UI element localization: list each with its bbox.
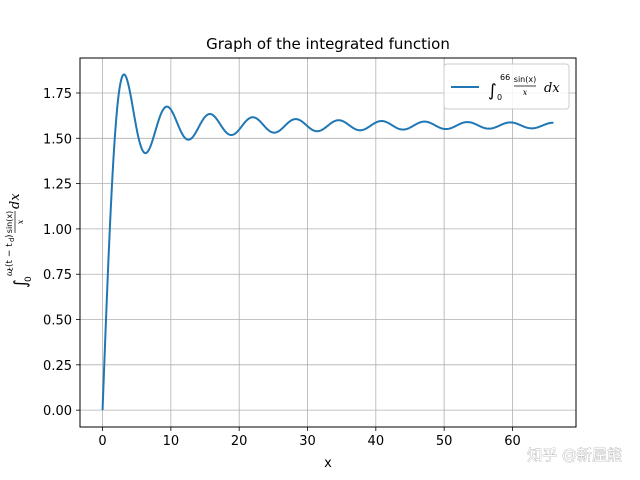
chart-title: Graph of the integrated function: [206, 35, 450, 53]
legend: ∫ 0 66 sin(x) x dx: [443, 63, 570, 110]
y-label-integral: ∫: [11, 279, 31, 288]
y-label-upper-rest: (t − t: [5, 243, 15, 267]
legend-lower: 0: [497, 93, 502, 102]
series-line: [101, 73, 555, 411]
grid: [80, 58, 576, 427]
y-tick-label: 0.75: [43, 268, 72, 283]
series-layer: [101, 73, 555, 411]
y-label-numerator: sin(x): [5, 211, 14, 233]
legend-numerator: sin(x): [514, 75, 536, 84]
x-axis-title: x: [324, 456, 332, 471]
y-label-lower: 0: [24, 276, 34, 282]
x-tick-label: 30: [299, 434, 316, 449]
y-tick-label: 1.50: [43, 132, 72, 147]
y-label-denominator: x: [16, 219, 25, 224]
legend-upper: 66: [500, 73, 510, 82]
y-axis-title: ∫ 0 ω c (t − t d ) sin(x) x dx: [5, 193, 34, 288]
y-tick-label: 0.50: [43, 314, 72, 329]
legend-integral: ∫: [488, 81, 497, 101]
legend-box: [443, 63, 570, 110]
x-tick-label: 10: [163, 434, 180, 449]
x-tick-label: 60: [504, 434, 521, 449]
y-label-upper-sub2: d: [8, 238, 16, 242]
y-tick-label: 1.00: [43, 223, 72, 238]
legend-dx: dx: [544, 81, 560, 96]
legend-denominator: x: [523, 88, 528, 97]
y-label-upper: ω: [5, 268, 15, 276]
y-label-upper-tail: ): [5, 234, 15, 238]
x-tick-label: 40: [368, 434, 385, 449]
x-tick-label: 20: [231, 434, 248, 449]
y-label-upper-sub: c: [7, 267, 15, 271]
x-tick-label: 0: [98, 434, 106, 449]
y-tick-label: 0.00: [43, 404, 72, 419]
y-label-dx: dx: [8, 193, 23, 209]
x-tick-label: 50: [436, 434, 453, 449]
watermark: 知乎 @新屋熊: [527, 446, 622, 464]
y-tick-label: 1.75: [43, 87, 72, 102]
y-axis: 0.00 0.25 0.50 0.75 1.00 1.25 1.50 1.75: [43, 87, 80, 419]
y-tick-label: 1.25: [43, 178, 72, 193]
y-tick-label: 0.25: [43, 359, 72, 374]
x-axis: 0 10 20 30 40 50 60: [98, 427, 521, 449]
plot-frame: [79, 57, 577, 428]
